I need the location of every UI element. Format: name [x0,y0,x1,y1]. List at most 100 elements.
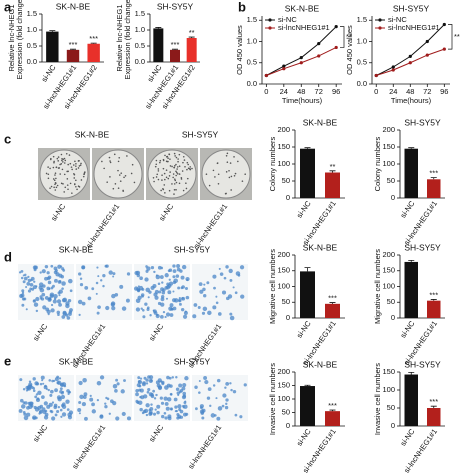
stained-cell [229,312,233,316]
stained-cell [185,295,190,300]
colony [83,173,85,176]
colony [173,189,176,191]
stained-cell [140,307,143,310]
colony [63,191,66,193]
stained-cell [169,313,174,317]
stained-cell [35,296,40,302]
stained-cell [230,388,233,392]
stained-cell [106,397,110,401]
stained-cell [148,412,153,416]
stained-cell [184,400,187,403]
image-group-title: SH-SY5Y [182,129,219,139]
colony [53,179,56,182]
stained-cell [27,278,32,283]
y-tick-label: 200 [277,367,290,376]
stained-cell [110,399,114,404]
stained-cell [164,315,167,319]
stained-cell [33,405,37,410]
image-label: si-NC [31,423,49,444]
stained-cell [225,402,228,406]
stained-cell [52,299,57,304]
stained-cell [49,294,54,299]
y-tick-label: 100 [382,159,395,168]
stained-cell [170,408,173,411]
y-tick-label: 0.0 [247,79,257,88]
stained-cell [213,286,216,290]
colony [208,184,211,187]
y-tick-label: 50 [282,297,290,306]
colony [164,178,166,181]
stained-cell [21,297,26,301]
stained-cell [18,409,23,413]
stained-cell [160,380,163,383]
stained-cell [201,416,205,420]
stained-cell [78,313,81,317]
stained-cell [243,383,247,387]
significance: ** [346,32,352,41]
bar [427,300,441,318]
significance-bracket [340,26,345,48]
y-tick-label: 200 [382,125,395,134]
stained-cell [182,391,187,396]
stained-cell [177,414,181,419]
stained-cell [96,311,100,315]
stained-cell [203,294,207,298]
colony [175,163,177,166]
stained-cell [145,403,150,408]
stained-cell [104,402,107,405]
colony [182,189,185,192]
stained-cell [48,297,51,301]
x-axis-label: Time(hours) [282,96,323,105]
colony [153,180,155,183]
y-axis-label: Migrative cell numbers [373,249,382,324]
stained-cell [57,280,62,284]
stained-cell [156,383,161,388]
colony [72,164,75,166]
stained-cell [41,292,46,297]
y-tick-label: 1.5 [357,15,367,24]
stained-cell [20,293,25,298]
stained-cell [44,264,49,269]
stained-cell [200,406,203,410]
stained-cell [21,291,25,294]
stained-cell [67,298,72,303]
colony [80,162,82,165]
stained-cell [115,378,119,382]
colony [113,153,116,156]
stained-cell [160,302,165,307]
stained-cell [135,307,141,312]
stained-cell [50,303,54,307]
stained-cell [176,264,181,268]
colony [55,177,57,180]
data-point [442,47,446,51]
colony [62,161,64,163]
stained-cell [219,272,224,276]
data-point [408,54,412,58]
stained-cell [31,287,35,291]
legend-marker [268,26,272,30]
chart-title: SK-N-BE [56,1,91,11]
stained-cell [178,299,181,302]
stained-cell [195,407,198,411]
stained-cell [155,393,158,397]
stained-cell [28,380,32,383]
stained-cell [66,408,70,411]
colony [189,168,191,170]
legend-label: si-lncNHEG1#1 [388,23,440,32]
stained-cell [41,395,45,399]
stained-cell [104,405,108,409]
colony [54,183,56,186]
stained-cell [154,289,159,294]
stained-cell [57,405,61,409]
stained-cell [95,292,98,295]
image-label: si-lncNHEG1#1 [70,423,107,471]
colony [177,158,179,160]
stained-cell [108,270,113,275]
colony [117,169,119,172]
data-point [317,42,321,46]
stained-cell [145,413,149,417]
stained-cell [29,282,34,287]
stained-cell [27,289,32,293]
colony [185,182,187,185]
legend-marker [268,18,272,22]
